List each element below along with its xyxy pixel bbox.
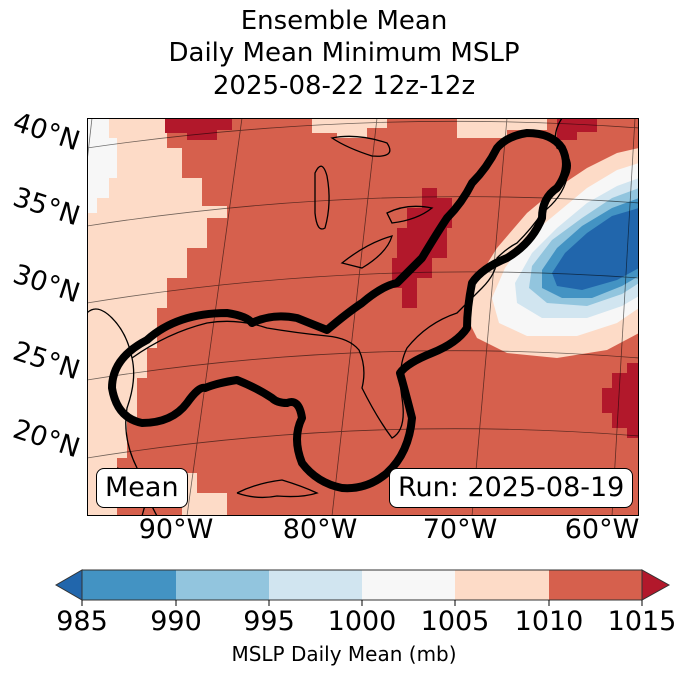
title-line-1: Ensemble Mean xyxy=(240,6,448,36)
field-over-1015-north xyxy=(165,118,232,140)
lat-line-35 xyxy=(87,196,639,227)
lon-line-60 xyxy=(611,118,636,516)
coast-gulf-atlantic xyxy=(131,118,571,439)
lake-michigan xyxy=(314,165,330,230)
colorbar-extend-high xyxy=(641,569,671,601)
lat-label-35: 35°N xyxy=(9,181,84,233)
lat-label-30: 30°N xyxy=(9,258,84,310)
lon-label-70w: 70°W xyxy=(422,514,498,545)
lake-erie xyxy=(340,235,393,269)
lat-line-40 xyxy=(87,120,639,149)
colorbar-bin-1010-1015 xyxy=(549,570,642,600)
mean-badge: Mean xyxy=(96,468,188,508)
lake-ontario xyxy=(386,205,434,224)
field-over-1015-atlantic xyxy=(602,363,639,438)
title-line-3: 2025-08-22 12z-12z xyxy=(212,71,476,101)
lat-label-20: 20°N xyxy=(9,413,84,465)
lat-label-40: 40°N xyxy=(9,106,84,158)
map-frame xyxy=(87,118,639,516)
run-date-badge: Run: 2025-08-19 xyxy=(389,468,634,508)
probability-contour xyxy=(108,129,570,493)
field-under-985-atlantic-core xyxy=(552,208,639,290)
colorbar-tick-1000: 1000 xyxy=(327,606,397,637)
lat-line-20 xyxy=(87,428,639,459)
colorbar-tick-1015: 1015 xyxy=(607,606,677,637)
lon-line-80 xyxy=(331,118,378,516)
lon-label-60w: 60°W xyxy=(564,514,640,545)
colorbar-tick-1005: 1005 xyxy=(420,606,490,637)
colorbar-label: MSLP Daily Mean (mb) xyxy=(231,642,457,666)
lat-line-30 xyxy=(87,271,639,304)
colorbar-tick-995: 995 xyxy=(243,606,295,637)
lake-superior xyxy=(330,135,391,157)
colorbar-bin-995-1000 xyxy=(269,570,362,600)
field-1000-1005-northwest xyxy=(87,118,117,213)
colorbar-bin-1000-1005 xyxy=(362,570,455,600)
colorbar-extend-low xyxy=(54,569,83,601)
coast-cuba xyxy=(236,479,319,499)
lon-line-70 xyxy=(471,118,508,516)
lat-label-25: 25°N xyxy=(9,335,84,387)
colorbar-bin-990-995 xyxy=(176,570,269,600)
colorbar-tick-1010: 1010 xyxy=(514,606,584,637)
map-svg xyxy=(87,118,639,516)
colorbar-tick-985: 985 xyxy=(56,606,108,637)
colorbar-bin-985-990 xyxy=(82,570,176,600)
field-1005-1010-yucatan xyxy=(182,473,227,516)
map-panel xyxy=(87,118,639,516)
colorbar-bin-1005-1010 xyxy=(455,570,549,600)
colorbar xyxy=(54,569,671,606)
graticule xyxy=(87,118,639,516)
title-line-2: Daily Mean Minimum MSLP xyxy=(168,38,520,68)
lon-label-90w: 90°W xyxy=(138,514,214,545)
colorbar-tick-990: 990 xyxy=(150,606,202,637)
lon-label-80w: 80°W xyxy=(282,514,358,545)
lat-line-25 xyxy=(87,350,639,381)
colorbar-ticks xyxy=(81,600,643,606)
field-1005-1010-north xyxy=(457,118,547,138)
